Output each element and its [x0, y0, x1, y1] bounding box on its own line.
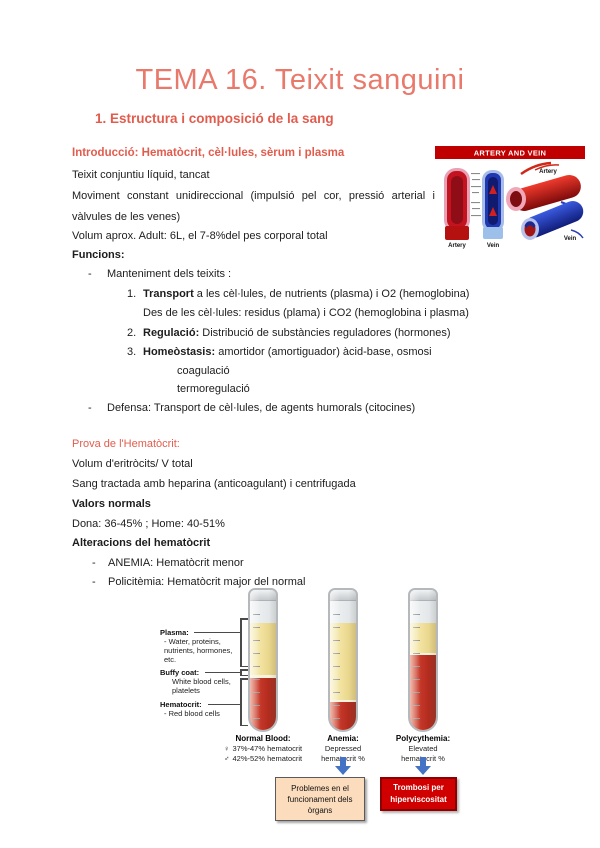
paragraph-line: Moviment constant unidireccional (impuls… — [72, 190, 435, 202]
paragraph-line: Volum aprox. Adult: 6L, el 7-8%del pes c… — [72, 230, 328, 242]
buffy-coat-desc: White blood cells, platelets — [172, 677, 231, 695]
list-item-text: Regulació: Distribució de substàncies re… — [143, 327, 451, 339]
female-hematocrit-range: 37%-47% hematocrit — [232, 744, 303, 753]
down-arrow-icon — [335, 757, 351, 775]
list-item-text: ANEMIA: Hematòcrit menor — [108, 557, 244, 569]
bracket-tick — [240, 678, 248, 680]
anemia-consequence-box: Problemes en el funcionament dels òrgans — [275, 777, 365, 821]
plasma-label: Plasma: — [160, 628, 189, 637]
tube-rim — [410, 590, 436, 601]
caption-line: Elevated — [408, 744, 438, 753]
caption-line: Depressed — [324, 744, 362, 753]
bracket-tick — [240, 618, 248, 620]
vein-cutaway — [482, 170, 504, 239]
tube-gradation-ticks — [333, 614, 340, 720]
intro-heading: Introducció: Hematòcrit, cèl·lules, sèru… — [72, 147, 345, 159]
numbered-item-regulacio: 2. Regulació: Distribució de substàncies… — [127, 326, 451, 340]
artery-cutaway — [444, 168, 470, 240]
alteracions-label: Alteracions del hematòcrit — [72, 537, 211, 549]
buffy-leader-line — [205, 672, 240, 673]
caption-title: Anemia: — [327, 734, 359, 743]
caption-normal-blood: Normal Blood: ♀ 37%-47% hematocrit ♂ 42%… — [203, 734, 323, 763]
banner-title: ARTERY AND VEIN — [474, 149, 547, 158]
tube-rim — [250, 590, 276, 601]
caption-title: Normal Blood: — [235, 734, 291, 743]
prova-heading: Prova de l'Hematòcrit: — [72, 438, 180, 450]
list-item-text: Homeòstasis: amortidor (amortiguador) àc… — [143, 346, 432, 358]
hematocrit-label-block: Hematocrit: - Red blood cells — [160, 700, 242, 718]
tube-gradation-ticks — [413, 614, 420, 720]
bracket-tick — [240, 724, 248, 726]
artery-vein-illustration: ARTERY AND VEIN Artery Vein — [435, 146, 585, 249]
hematocrit-label: Hematocrit: — [160, 700, 202, 709]
hematocrit-desc: - Red blood cells — [164, 709, 220, 718]
test-tube — [328, 588, 358, 732]
vein-left-label: Vein — [487, 243, 500, 249]
paragraph-line: Teixit conjuntiu líquid, tancat — [72, 169, 210, 181]
item-number: 3. — [127, 346, 137, 358]
test-tube — [408, 588, 438, 732]
numbered-item-homeostasis: 3. Homeòstasis: amortidor (amortiguador)… — [127, 345, 432, 359]
paragraph-line: vàlvules de les venes) — [72, 211, 181, 223]
functions-label: Funcions: — [72, 249, 125, 261]
tiny-annotation-lines — [471, 173, 481, 217]
list-item-text: Defensa: Transport de cèl·lules, de agen… — [107, 402, 416, 414]
page-title: TEMA 16. Teixit sanguini — [135, 64, 465, 96]
list-bullet-defensa: - Defensa: Transport de cèl·lules, de ag… — [88, 401, 415, 415]
caption-title: Polycythemia: — [395, 734, 451, 743]
buffy-label-block: Buffy coat: White blood cells, platelets — [160, 668, 242, 695]
list-item-text: Transport a les cèl·lules, de nutrients … — [143, 288, 470, 300]
item-number: 2. — [127, 327, 137, 339]
tube-rim — [330, 590, 356, 601]
plasma-label-block: Plasma: - Water, proteins, nutrients, ho… — [160, 628, 242, 664]
vein-3d-tube — [524, 200, 584, 238]
hematocrit-leader-line — [208, 704, 240, 705]
polycythemia-consequence-box: Trombosi per hiperviscositat — [380, 777, 457, 811]
artery-3d-tube — [512, 174, 581, 211]
female-icon: ♀ — [223, 744, 230, 753]
paragraph-line: Volum d'eritròcits/ V total — [72, 458, 193, 470]
numbered-item-transport: 1. Transport a les cèl·lules, de nutrien… — [127, 287, 469, 301]
artery-left-label: Artery — [448, 243, 466, 249]
tube-gradation-ticks — [253, 614, 260, 720]
list-bullet-manteniment: - Manteniment dels teixits : — [88, 267, 231, 281]
plasma-leader-line — [194, 632, 240, 633]
numbered-item-continuation: Des de les cèl·lules: residus (plama) i … — [143, 307, 469, 319]
valors-normals-label: Valors normals — [72, 498, 151, 510]
plasma-desc: - Water, proteins, nutrients, hormones, … — [164, 637, 233, 664]
sub-item: coagulació — [177, 365, 230, 377]
list-item-text: Policitèmia: Hematòcrit major del normal — [108, 576, 306, 588]
bullet-dash: - — [88, 402, 92, 414]
paragraph-line: Dona: 36-45% ; Home: 40-51% — [72, 518, 225, 530]
paragraph-line: Sang tractada amb heparina (anticoagulan… — [72, 478, 356, 490]
bracket-tick — [240, 665, 248, 667]
section-heading: 1. Estructura i composició de la sang — [95, 111, 334, 126]
list-bullet-policitemia: - Policitèmia: Hematòcrit major del norm… — [92, 575, 305, 589]
plasma-bracket — [240, 618, 242, 667]
artery-vein-figure: ARTERY AND VEIN Artery Vein — [435, 146, 585, 250]
list-bullet-anemia: - ANEMIA: Hematòcrit menor — [92, 556, 244, 570]
male-hematocrit-range: 42%-52% hematocrit — [232, 753, 303, 763]
test-tube — [248, 588, 278, 732]
banner-bar — [435, 146, 585, 159]
bullet-dash: - — [88, 268, 92, 280]
item-number: 1. — [127, 288, 137, 300]
male-icon: ♂ — [223, 753, 230, 763]
bracket-tick — [240, 669, 248, 671]
bracket-tick — [240, 674, 248, 676]
buffy-bracket — [240, 669, 242, 676]
artery-right-label: Artery — [539, 169, 557, 175]
bullet-dash: - — [92, 576, 96, 588]
down-arrow-icon — [415, 757, 431, 775]
bullet-dash: - — [92, 557, 96, 569]
hematocrit-bracket — [240, 678, 242, 726]
sub-item: termoregulació — [177, 383, 250, 395]
hematocrit-figure: Plasma: - Water, proteins, nutrients, ho… — [150, 588, 470, 843]
list-item-text: Manteniment dels teixits : — [107, 268, 232, 280]
vein-right-label: Vein — [564, 236, 577, 242]
buffy-coat-label: Buffy coat: — [160, 668, 200, 677]
